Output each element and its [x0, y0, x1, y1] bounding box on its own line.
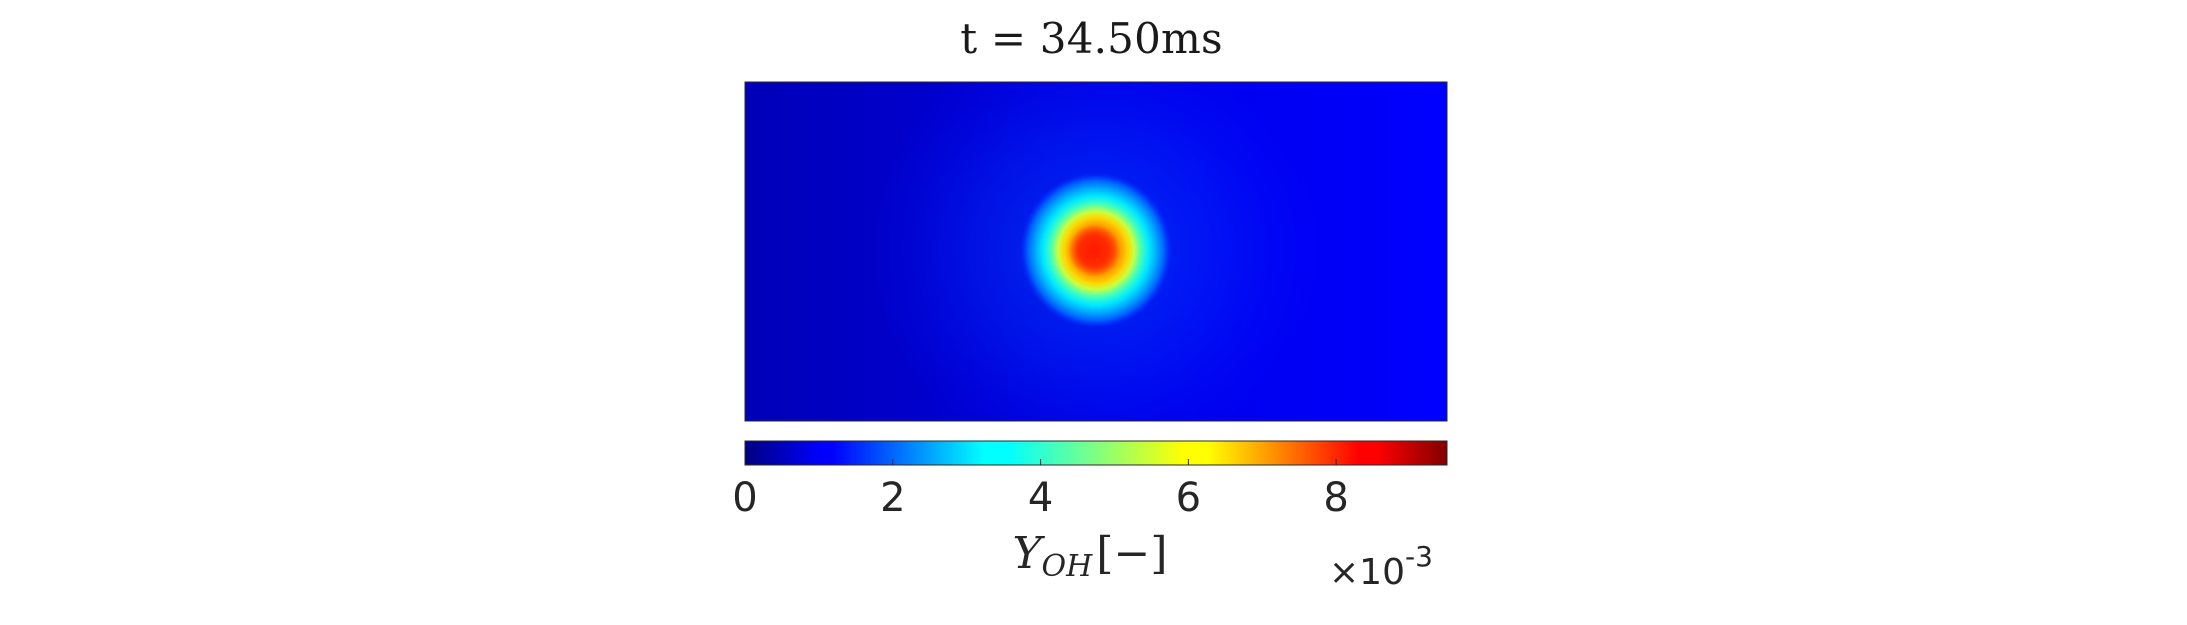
colorbar-axis-label-subscript: OH — [1042, 549, 1094, 584]
colorbar-tick-label: 2 — [880, 475, 905, 521]
heatmap-kernel-core — [1068, 224, 1120, 277]
colorbar-gradient — [744, 440, 1448, 466]
heatmap-field — [745, 82, 1447, 421]
colorbar-axis-label-units: [−] — [1096, 528, 1167, 579]
colorbar-ticks — [744, 459, 1337, 465]
colorbar: 0 2 4 6 8 — [732, 440, 1448, 521]
colorbar-tick-label: 8 — [1323, 475, 1348, 521]
colorbar-scale-factor: ×10-3 — [1329, 540, 1433, 593]
colorbar-axis-label-symbol: Y — [1012, 528, 1045, 579]
plot-frame — [744, 81, 1448, 422]
chart-title-text: t = 34.50ms — [960, 14, 1223, 63]
colorbar-tick-labels: 0 2 4 6 8 — [732, 475, 1349, 521]
colorbar-scale-prefix: ×10 — [1329, 552, 1405, 593]
colorbar-axis-label: YOH[−] — [1012, 528, 1167, 584]
colorbar-tick-label: 0 — [732, 475, 757, 521]
chart-title: t = 34.50ms — [0, 14, 2187, 63]
colorbar-tick-label: 6 — [1176, 475, 1201, 521]
colorbar-tick-label: 4 — [1028, 475, 1053, 521]
colorbar-scale-exponent: -3 — [1405, 540, 1433, 573]
